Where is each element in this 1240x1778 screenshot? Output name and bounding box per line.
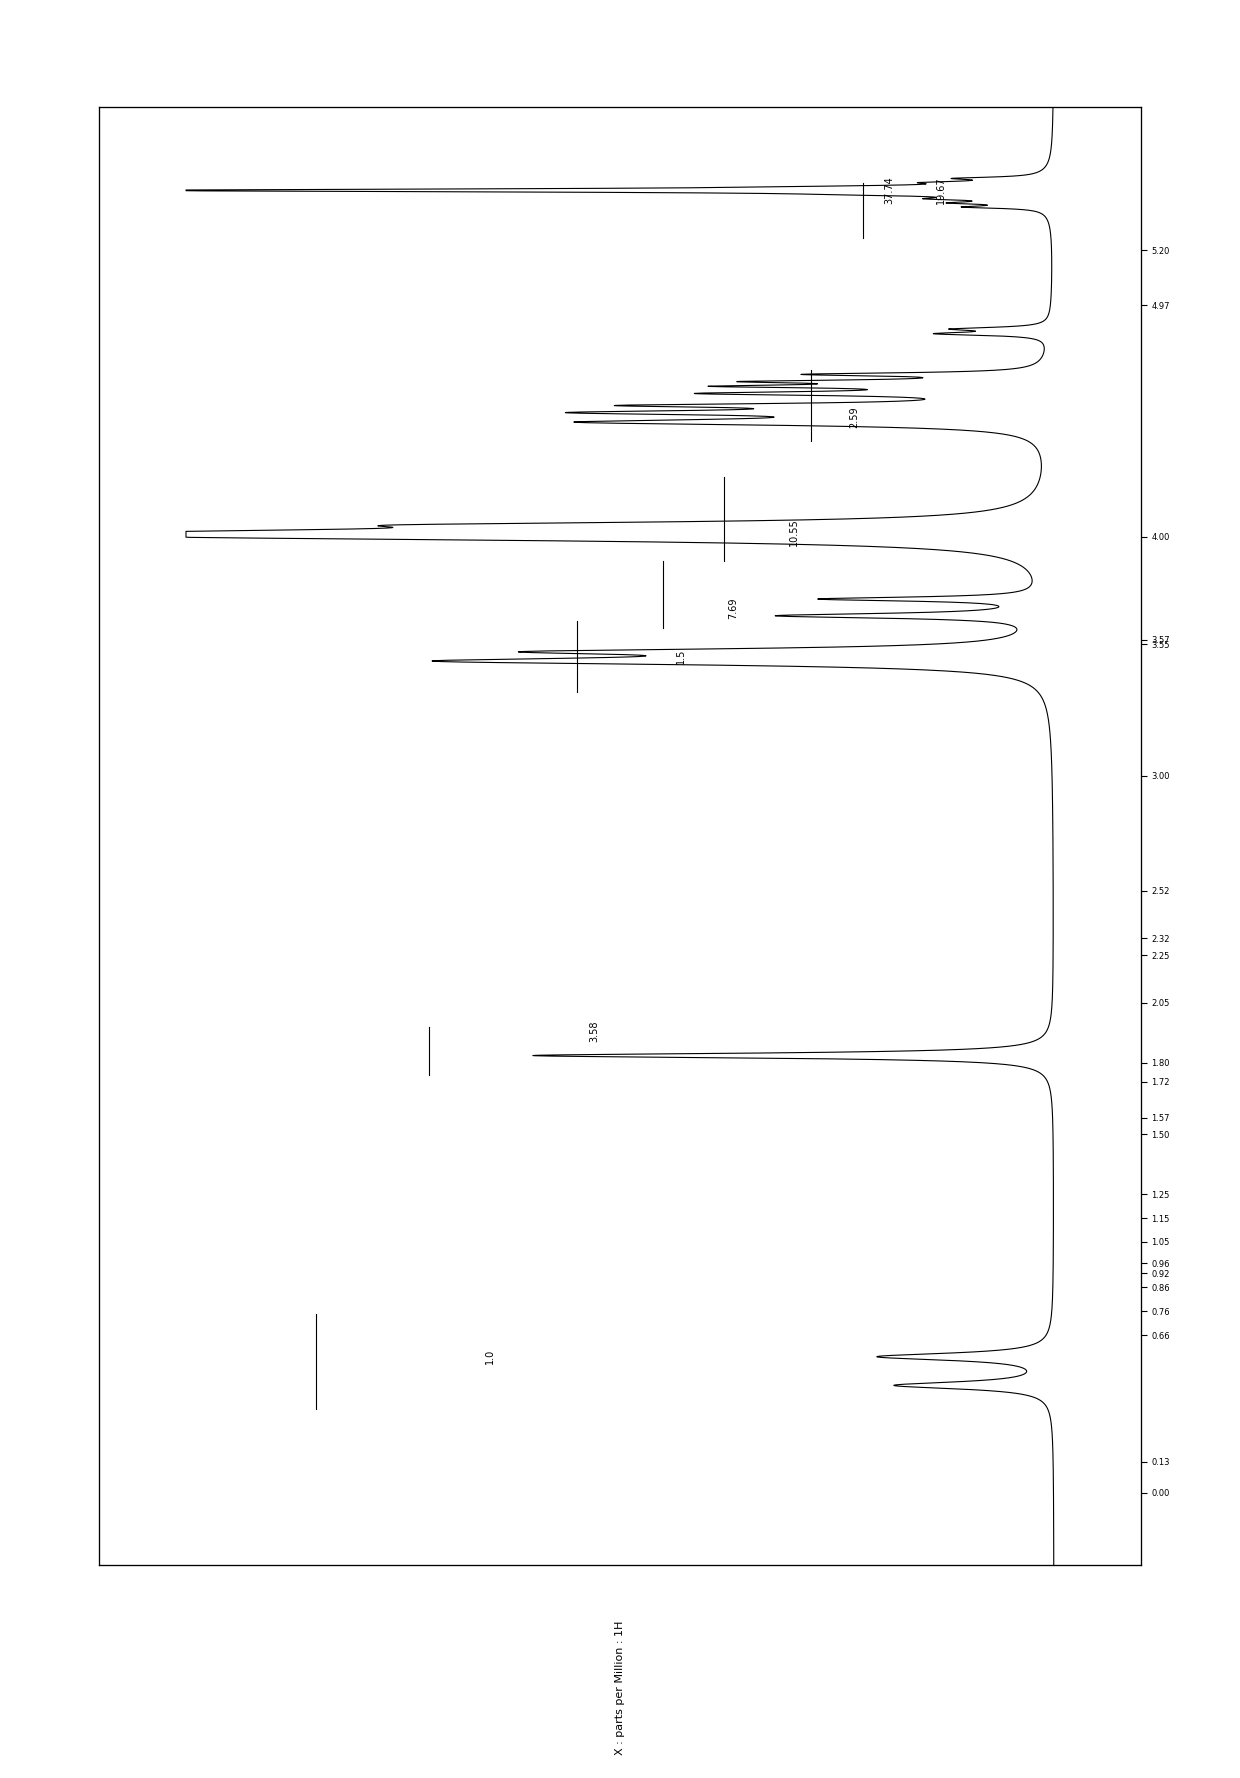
Text: 7.69: 7.69 <box>728 597 738 619</box>
Text: 1.0: 1.0 <box>485 1350 495 1364</box>
Text: 19.67: 19.67 <box>936 176 946 204</box>
Text: 10.55: 10.55 <box>789 517 799 546</box>
Text: 37.74: 37.74 <box>884 176 894 204</box>
Text: 1.5: 1.5 <box>676 649 686 665</box>
Text: 2.59: 2.59 <box>849 407 859 428</box>
Text: 3.58: 3.58 <box>589 1021 599 1042</box>
X-axis label: X : parts per Million : 1H: X : parts per Million : 1H <box>615 1620 625 1755</box>
